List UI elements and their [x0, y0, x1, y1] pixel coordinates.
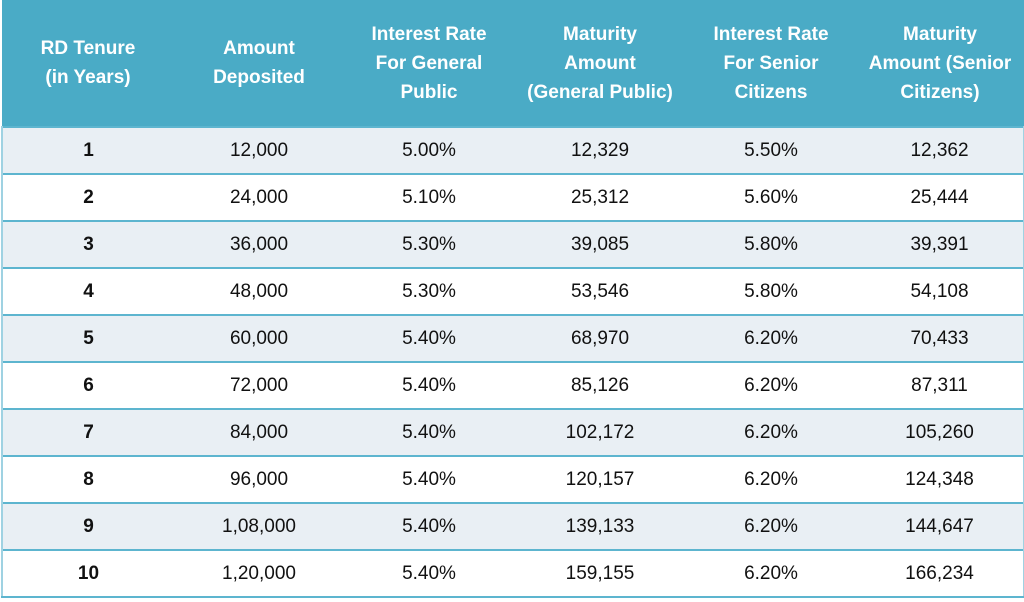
header-text: Interest Rate	[371, 23, 487, 45]
value-cell: 5.50%	[686, 126, 856, 174]
value-cell: 5.10%	[344, 173, 514, 221]
value-cell: 6.20%	[686, 314, 856, 362]
table-row: 5 60,000 5.40% 68,970 6.20% 70,433	[1, 314, 1024, 362]
header-cell: Interest Rate For General Public	[344, 0, 514, 127]
table-row: 4 48,000 5.30% 53,546 5.80% 54,108	[1, 267, 1024, 315]
header-text: Deposited	[213, 67, 305, 88]
value-cell: 5.30%	[344, 220, 514, 268]
value-cell: 12,329	[514, 126, 686, 174]
header-cell: Interest Rate For Senior Citizens	[686, 0, 856, 127]
header-cell: RD Tenure (in Years)	[2, 0, 174, 127]
value-cell: 144,647	[856, 502, 1024, 550]
header-text: Citizens	[734, 81, 808, 103]
header-text: Amount	[564, 52, 636, 74]
header-text: (in Years)	[45, 67, 131, 88]
value-cell: 70,433	[856, 314, 1024, 362]
table-body: 1 12,000 5.00% 12,329 5.50% 12,362 2 24,000 5.10…	[1, 126, 1024, 598]
value-cell: 6.20%	[686, 455, 856, 503]
value-cell: 84,000	[174, 408, 344, 456]
value-cell: 5.40%	[344, 408, 514, 456]
value-cell: 5.30%	[344, 267, 514, 315]
value-cell: 5.80%	[686, 220, 856, 268]
header-cell: Amount Deposited	[174, 0, 344, 127]
value-cell: 6.20%	[686, 502, 856, 550]
value-cell: 25,444	[856, 173, 1024, 221]
header-cell: Maturity Amount (General Public)	[514, 0, 686, 127]
value-cell: 39,085	[514, 220, 686, 268]
header-text: Amount	[223, 38, 295, 59]
value-cell: 5.80%	[686, 267, 856, 315]
value-cell: 159,155	[514, 549, 686, 598]
header-text: Maturity	[563, 23, 637, 45]
value-cell: 36,000	[174, 220, 344, 268]
header-cell: Maturity Amount (Senior Citizens)	[856, 0, 1024, 127]
header-text: Maturity	[903, 23, 977, 45]
header-text: Amount (Senior	[868, 52, 1012, 74]
value-cell: 60,000	[174, 314, 344, 362]
value-cell: 24,000	[174, 173, 344, 221]
table-row: 7 84,000 5.40% 102,172 6.20% 105,260	[1, 408, 1024, 456]
value-cell: 54,108	[856, 267, 1024, 315]
tenure-cell: 5	[1, 314, 174, 362]
header-text: (General Public)	[527, 81, 673, 103]
table-row: 8 96,000 5.40% 120,157 6.20% 124,348	[1, 455, 1024, 503]
tenure-cell: 6	[1, 361, 174, 409]
header-text: Interest Rate	[713, 23, 829, 45]
value-cell: 72,000	[174, 361, 344, 409]
value-cell: 139,133	[514, 502, 686, 550]
value-cell: 102,172	[514, 408, 686, 456]
table-row: 1 12,000 5.00% 12,329 5.50% 12,362	[1, 126, 1024, 174]
tenure-cell: 8	[1, 455, 174, 503]
value-cell: 5.00%	[344, 126, 514, 174]
table-row: 3 36,000 5.30% 39,085 5.80% 39,391	[1, 220, 1024, 268]
value-cell: 53,546	[514, 267, 686, 315]
value-cell: 5.40%	[344, 455, 514, 503]
value-cell: 166,234	[856, 549, 1024, 598]
value-cell: 96,000	[174, 455, 344, 503]
value-cell: 85,126	[514, 361, 686, 409]
header-row: RD Tenure (in Years) Amount Deposited Intere…	[2, 0, 1024, 127]
table-row: 2 24,000 5.10% 25,312 5.60% 25,444	[1, 173, 1024, 221]
value-cell: 87,311	[856, 361, 1024, 409]
tenure-cell: 2	[1, 173, 174, 221]
value-cell: 5.40%	[344, 314, 514, 362]
value-cell: 68,970	[514, 314, 686, 362]
table-row: 10 1,20,000 5.40% 159,155 6.20% 166,234	[1, 549, 1024, 598]
tenure-cell: 3	[1, 220, 174, 268]
tenure-cell: 9	[1, 502, 174, 550]
value-cell: 120,157	[514, 455, 686, 503]
value-cell: 39,391	[856, 220, 1024, 268]
value-cell: 124,348	[856, 455, 1024, 503]
tenure-cell: 1	[1, 126, 174, 174]
header-text: Citizens)	[900, 81, 980, 103]
value-cell: 6.20%	[686, 408, 856, 456]
value-cell: 5.40%	[344, 549, 514, 598]
tenure-cell: 7	[1, 408, 174, 456]
value-cell: 25,312	[514, 173, 686, 221]
table-row: 6 72,000 5.40% 85,126 6.20% 87,311	[1, 361, 1024, 409]
value-cell: 1,08,000	[174, 502, 344, 550]
header-text: For Senior	[723, 52, 819, 74]
header-text: Public	[400, 81, 458, 103]
value-cell: 6.20%	[686, 549, 856, 598]
tenure-cell: 10	[1, 549, 174, 598]
value-cell: 6.20%	[686, 361, 856, 409]
header-text: For General	[375, 52, 483, 74]
table-row: 9 1,08,000 5.40% 139,133 6.20% 144,647	[1, 502, 1024, 550]
value-cell: 105,260	[856, 408, 1024, 456]
tenure-cell: 4	[1, 267, 174, 315]
value-cell: 5.60%	[686, 173, 856, 221]
value-cell: 48,000	[174, 267, 344, 315]
value-cell: 5.40%	[344, 361, 514, 409]
value-cell: 1,20,000	[174, 549, 344, 598]
value-cell: 5.40%	[344, 502, 514, 550]
header-text: RD Tenure	[40, 38, 136, 59]
value-cell: 12,362	[856, 126, 1024, 174]
value-cell: 12,000	[174, 126, 344, 174]
